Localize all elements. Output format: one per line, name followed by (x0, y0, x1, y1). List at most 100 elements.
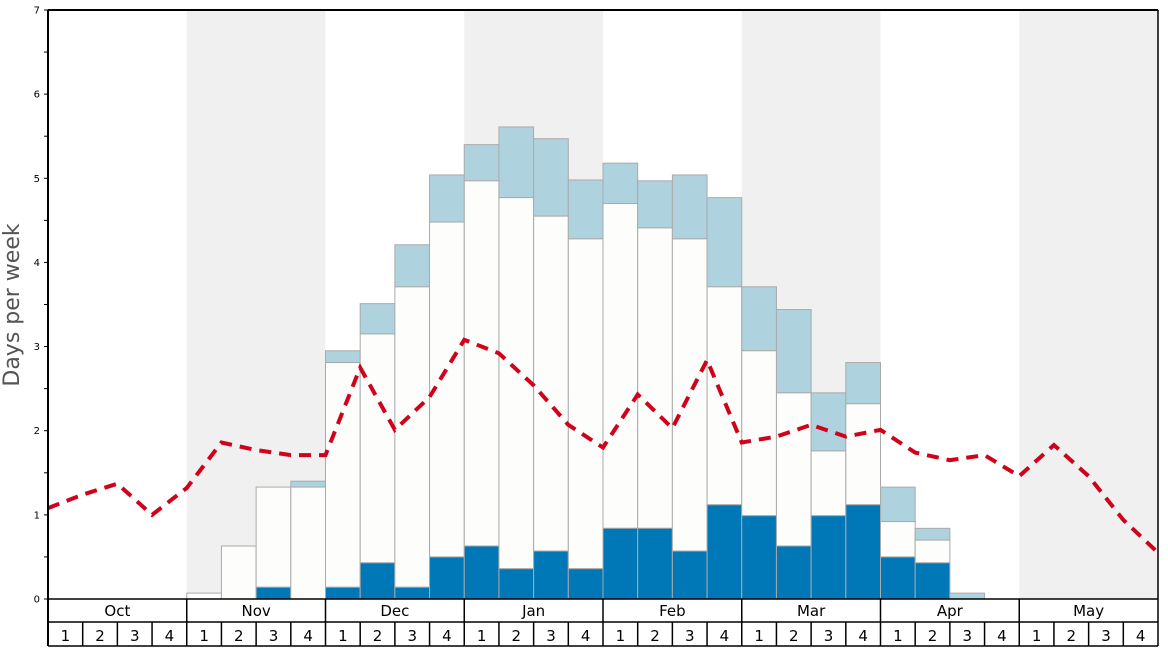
bar-top (325, 350, 361, 364)
bar-middle (706, 286, 743, 506)
bar-top (429, 174, 465, 223)
week-label: 1 (616, 627, 626, 645)
bar-bottom (359, 562, 396, 600)
month-label-nov: Nov (241, 602, 270, 620)
week-label: 3 (1101, 627, 1111, 645)
week-label: 3 (407, 627, 417, 645)
bar-middle (810, 450, 847, 517)
week-label: 2 (373, 627, 383, 645)
month-label-apr: Apr (937, 602, 964, 620)
bar-bottom (880, 556, 916, 600)
month-label-feb: Feb (659, 602, 686, 620)
month-label-may: May (1073, 602, 1104, 620)
bar-top (880, 486, 916, 523)
bar-middle (463, 180, 500, 547)
bar-top (810, 392, 847, 452)
week-label: 2 (650, 627, 660, 645)
month-label-mar: Mar (797, 602, 826, 620)
bar-bottom (602, 527, 639, 600)
bar-middle (775, 392, 812, 547)
bar-middle (186, 592, 222, 600)
week-label: 3 (962, 627, 972, 645)
bar-middle (567, 238, 604, 570)
bar-middle (290, 486, 326, 600)
week-label: 4 (720, 627, 730, 645)
week-label: 4 (303, 627, 313, 645)
bar-bottom (775, 545, 812, 600)
week-label: 4 (581, 627, 591, 645)
average-line-path (47, 337, 1160, 555)
bar-bottom (741, 515, 777, 600)
bar-middle (394, 286, 431, 588)
week-label: 4 (1136, 627, 1146, 645)
bar-bottom (845, 504, 881, 600)
bar-middle (255, 486, 292, 588)
bar-bottom (498, 568, 535, 600)
bar-top (845, 362, 881, 405)
y-axis-label: Days per week (0, 223, 25, 386)
week-label: 4 (165, 627, 175, 645)
average-line (47, 337, 1160, 555)
bar-bottom (567, 568, 604, 600)
axes: 0 1 2 3 4 5 6 7 Oct 1 2 3 4 Nov 1 2 3 4 Dec 1 2 3 4 Jan 1 2 3 4 Feb 1… (34, 6, 1159, 647)
bar-top (671, 174, 708, 240)
bar-top (602, 162, 639, 205)
bar-middle (637, 227, 673, 529)
bar-top (359, 303, 396, 335)
bar-top (706, 197, 743, 288)
week-label: 2 (95, 627, 105, 645)
bar-top (775, 309, 812, 394)
y-tick-label: 2 (34, 426, 40, 437)
bar-top (949, 592, 986, 600)
bar-top (533, 138, 569, 217)
bar-bottom (429, 556, 465, 600)
bar-top (741, 286, 777, 352)
week-label: 2 (1067, 627, 1077, 645)
month-label-oct: Oct (104, 602, 130, 620)
bar-top (637, 180, 673, 229)
bar-middle (914, 539, 951, 564)
y-tick-label: 1 (34, 510, 40, 521)
bar-bottom (255, 586, 292, 600)
y-tick-label: 6 (34, 90, 40, 101)
y-tick-label: 0 (34, 595, 40, 606)
week-label: 3 (269, 627, 279, 645)
bar-bottom (637, 527, 673, 600)
week-label: 3 (546, 627, 556, 645)
week-label: 3 (685, 627, 695, 645)
bar-top (463, 144, 500, 182)
bar-bottom (325, 586, 361, 600)
y-tick-label: 5 (34, 174, 40, 185)
bar-bottom (810, 515, 847, 600)
week-label: 1 (338, 627, 348, 645)
bar-bottom (463, 545, 500, 600)
week-label: 2 (512, 627, 522, 645)
week-label: 4 (997, 627, 1007, 645)
bar-middle (325, 362, 361, 588)
bar-top (290, 480, 326, 488)
month-label-jan: Jan (521, 602, 545, 620)
week-label: 2 (928, 627, 938, 645)
y-tick-label: 7 (34, 6, 40, 17)
bar-middle (741, 350, 777, 517)
bar-bottom (706, 504, 743, 600)
bar-top (914, 527, 951, 541)
bar-middle (220, 545, 257, 600)
week-label: 3 (824, 627, 834, 645)
bar-bottom (914, 562, 951, 600)
week-label: 1 (61, 627, 71, 645)
month-shade-may (1019, 10, 1158, 599)
bar-top (394, 244, 431, 288)
bar-middle (602, 203, 639, 529)
week-label: 2 (789, 627, 799, 645)
bar-top (498, 126, 535, 199)
week-label: 1 (893, 627, 903, 645)
week-label: 1 (754, 627, 764, 645)
bar-middle (359, 333, 396, 564)
month-label-dec: Dec (380, 602, 409, 620)
week-label: 3 (130, 627, 140, 645)
bar-top (567, 179, 604, 240)
bar-middle (845, 403, 881, 506)
y-tick-label: 3 (34, 342, 40, 353)
